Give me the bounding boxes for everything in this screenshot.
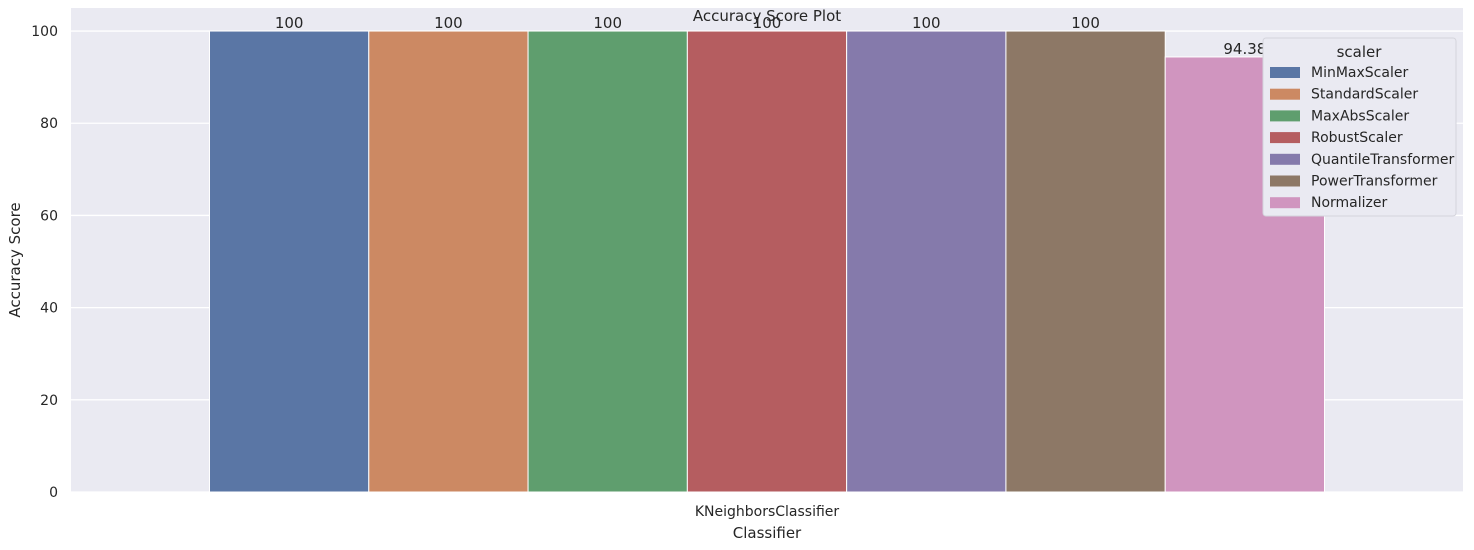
bar-maxabsscaler xyxy=(527,30,688,493)
bar-labels: 100 100 100 100 100 100 94.38 xyxy=(275,14,1267,58)
legend-label: Normalizer xyxy=(1311,195,1388,211)
legend: scaler MinMaxScaler StandardScaler MaxAbsS… xyxy=(1262,37,1457,217)
legend-label: StandardScaler xyxy=(1311,87,1418,103)
legend-box xyxy=(1262,37,1457,217)
y-tick-label: 40 xyxy=(40,301,58,317)
bar-quantiletransformer xyxy=(846,30,1007,493)
legend-swatch xyxy=(1270,67,1300,78)
bar-value-label: 100 xyxy=(912,14,941,32)
bar-powertransformer xyxy=(1005,30,1166,493)
chart-title: Accuracy Score Plot xyxy=(693,7,841,25)
legend-label: QuantileTransformer xyxy=(1311,152,1454,168)
legend-swatch xyxy=(1270,88,1300,100)
legend-label: PowerTransformer xyxy=(1311,174,1438,190)
legend-swatch xyxy=(1270,110,1300,122)
legend-swatch xyxy=(1270,197,1300,209)
y-axis-label: Accuracy Score xyxy=(6,202,24,317)
y-tick-label: 80 xyxy=(40,116,58,132)
y-tick-label: 60 xyxy=(40,208,58,224)
bar-standardscaler xyxy=(368,30,529,493)
bar-value-label: 100 xyxy=(275,14,304,32)
y-tick-label: 100 xyxy=(31,24,58,40)
x-tick-label: KNeighborsClassifier xyxy=(695,504,840,520)
bar-value-label: 100 xyxy=(753,14,782,32)
bars xyxy=(209,30,1325,493)
bar-value-label: 94.38 xyxy=(1223,40,1266,58)
bar-robustscaler xyxy=(686,30,848,493)
legend-swatch xyxy=(1270,132,1300,144)
legend-items: MinMaxScaler StandardScaler MaxAbsScaler Ro… xyxy=(1270,65,1454,211)
y-tick-label: 0 xyxy=(49,485,58,501)
y-tick-label: 20 xyxy=(40,393,58,409)
bar-value-label: 100 xyxy=(434,14,463,32)
bar-value-label: 100 xyxy=(593,14,622,32)
bar-value-label: 100 xyxy=(1071,14,1100,32)
y-tick-labels: 0 20 40 60 80 100 xyxy=(31,24,58,501)
legend-swatch xyxy=(1270,175,1300,187)
legend-label: RobustScaler xyxy=(1311,130,1403,146)
legend-title: scaler xyxy=(1337,43,1383,61)
bar-minmaxscaler xyxy=(209,30,370,493)
x-tick-labels: KNeighborsClassifier xyxy=(695,504,840,520)
legend-label: MinMaxScaler xyxy=(1311,65,1408,81)
x-axis-label: Classifier xyxy=(733,524,802,542)
legend-swatch xyxy=(1270,153,1300,165)
legend-label: MaxAbsScaler xyxy=(1311,108,1409,124)
